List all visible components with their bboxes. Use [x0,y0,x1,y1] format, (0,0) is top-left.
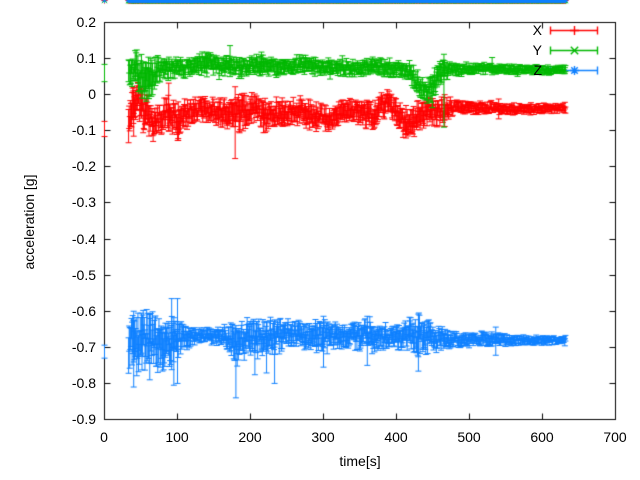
x-tick-label: 200 [238,429,262,445]
y-tick-label: -0.5 [71,266,96,283]
y-tick-label: -0.8 [71,374,96,391]
y-tick-label: -0.1 [71,122,96,139]
y-tick-label: -0.7 [71,338,96,355]
legend-label-y: Y [532,42,542,58]
y-tick-label: 0 [88,86,96,103]
x-tick-label: 500 [457,429,481,445]
y-tick-label: -0.4 [71,230,96,247]
y-tick-label: -0.9 [71,411,96,427]
y-tick-label: -0.3 [71,194,96,211]
legend-label-z: Z [533,62,542,78]
legend-label-x: X [532,22,542,38]
y-tick-label: 0.1 [76,50,96,67]
y-tick-label: -0.6 [71,302,96,319]
y-axis-label: acceleration [g] [21,174,37,270]
y-tick-label: -0.2 [71,158,96,175]
y-tick-label: 0.2 [76,14,96,30]
x-axis-label: time[s] [339,453,381,469]
x-tick-label: 600 [530,429,554,445]
x-tick-label: 700 [603,429,627,445]
x-tick-label: 300 [311,429,335,445]
x-tick-label: 400 [384,429,408,445]
x-tick-label: 0 [100,429,108,445]
x-tick-label: 100 [165,429,189,445]
